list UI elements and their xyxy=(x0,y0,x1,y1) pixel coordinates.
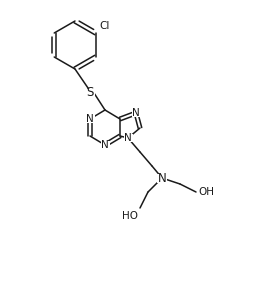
FancyBboxPatch shape xyxy=(157,173,167,183)
Text: N: N xyxy=(158,171,166,185)
FancyBboxPatch shape xyxy=(132,109,140,117)
FancyBboxPatch shape xyxy=(86,115,94,123)
Text: N: N xyxy=(132,108,140,118)
Text: OH: OH xyxy=(198,187,214,197)
Text: S: S xyxy=(86,86,94,100)
Text: HO: HO xyxy=(122,211,138,221)
FancyBboxPatch shape xyxy=(123,134,133,142)
Text: Cl: Cl xyxy=(100,21,110,31)
Text: N: N xyxy=(86,114,94,124)
Text: N: N xyxy=(101,140,109,150)
FancyBboxPatch shape xyxy=(85,88,95,98)
FancyBboxPatch shape xyxy=(101,141,109,149)
Text: N: N xyxy=(124,133,132,143)
